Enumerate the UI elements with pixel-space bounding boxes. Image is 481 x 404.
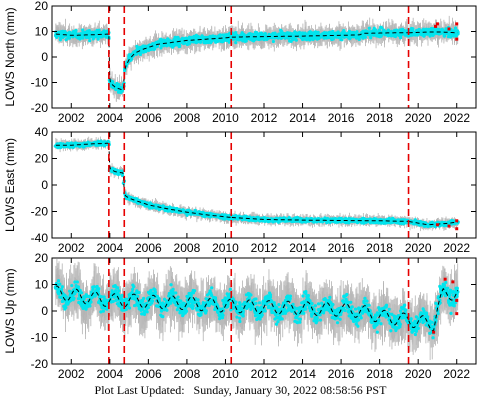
- x-tick-label: 2014: [289, 111, 316, 125]
- east-data-marks: [53, 136, 460, 232]
- x-tick-label: 2020: [405, 241, 432, 255]
- x-tick-label: 2002: [58, 241, 85, 255]
- x-tick-label: 2004: [96, 111, 123, 125]
- up-event-lines: [108, 258, 410, 364]
- east-y-axis-label: LOWS East (mm): [3, 138, 17, 232]
- recent-point: [455, 37, 459, 41]
- x-tick-label: 2010: [212, 367, 239, 381]
- y-tick-label: -10: [31, 331, 49, 345]
- north-axis-ticks: 2002 2004 2006 2008 2010 2012 2014 2016 2018 2020…: [31, 0, 476, 125]
- recent-point: [455, 312, 459, 316]
- x-tick-label: 2022: [443, 111, 470, 125]
- x-tick-label: 2018: [366, 241, 393, 255]
- panel-up: 2002 2004 2006 2008 2010 2012 2014 2016 2018 2020…: [3, 251, 477, 381]
- x-tick-label: 2006: [135, 367, 162, 381]
- x-tick-label: 2010: [212, 241, 239, 255]
- x-tick-label: 2002: [58, 367, 85, 381]
- x-tick-label: 2020: [405, 367, 432, 381]
- x-tick-label: 2014: [289, 367, 316, 381]
- recent-point: [455, 227, 459, 231]
- recent-point: [435, 223, 439, 227]
- recent-point: [447, 27, 451, 31]
- updated-timestamp: Sunday, January 30, 2022 08:58:56 PST: [193, 383, 387, 397]
- y-tick-label: 0: [41, 178, 48, 192]
- recent-point: [443, 277, 447, 281]
- up-axis-ticks: 2002 2004 2006 2008 2010 2012 2014 2016 2018 2020…: [31, 251, 476, 381]
- panel-north: 2002 2004 2006 2008 2010 2012 2014 2016 2018 2020…: [3, 0, 477, 125]
- up-y-axis-label: LOWS Up (mm): [3, 268, 17, 353]
- y-tick-label: 0: [41, 304, 48, 318]
- y-tick-label: 40: [35, 125, 49, 139]
- y-tick-label: -10: [31, 76, 49, 90]
- x-tick-label: 2004: [96, 367, 123, 381]
- x-tick-label: 2012: [251, 241, 278, 255]
- x-tick-label: 2016: [328, 111, 355, 125]
- x-tick-label: 2006: [135, 241, 162, 255]
- observation-points: [53, 139, 460, 229]
- model-fit-line: [55, 142, 458, 226]
- up-data-marks: [53, 259, 460, 360]
- x-tick-label: 2022: [443, 241, 470, 255]
- model-fit-line: [55, 31, 458, 91]
- panel-east: 2002 2004 2006 2008 2010 2012 2014 2016 2018 2020…: [3, 125, 477, 255]
- x-tick-label: 2004: [96, 241, 123, 255]
- y-tick-label: -20: [31, 101, 49, 115]
- x-tick-label: 2012: [251, 111, 278, 125]
- x-tick-label: 2002: [58, 111, 85, 125]
- recent-point: [455, 219, 459, 223]
- x-tick-label: 2008: [174, 367, 201, 381]
- y-tick-label: 10: [35, 278, 49, 292]
- x-tick-label: 2012: [251, 367, 278, 381]
- north-data-marks: [53, 15, 460, 102]
- y-tick-label: 20: [35, 152, 49, 166]
- y-tick-label: -20: [31, 357, 49, 371]
- x-tick-label: 2018: [366, 367, 393, 381]
- y-tick-label: 10: [35, 25, 49, 39]
- recent-point: [434, 24, 438, 28]
- recent-point: [447, 224, 451, 228]
- x-tick-label: 2006: [135, 111, 162, 125]
- recent-point: [432, 330, 436, 334]
- recent-point: [435, 22, 439, 26]
- recent-point: [451, 280, 455, 284]
- x-tick-label: 2008: [174, 111, 201, 125]
- x-tick-label: 2014: [289, 241, 316, 255]
- observation-points: [53, 25, 460, 95]
- model-fit-line: [55, 285, 459, 332]
- y-tick-label: -40: [31, 231, 49, 245]
- y-tick-label: 0: [41, 50, 48, 64]
- updated-label: Plot Last Updated:: [94, 383, 185, 397]
- plot-updated-footer: Plot Last Updated: Sunday, January 30, 2…: [0, 383, 481, 401]
- y-tick-label: 20: [35, 0, 49, 13]
- x-tick-label: 2016: [328, 241, 355, 255]
- x-tick-label: 2008: [174, 241, 201, 255]
- recent-point: [455, 298, 459, 302]
- y-tick-label: -20: [31, 205, 49, 219]
- east-event-lines: [108, 132, 410, 238]
- x-tick-label: 2020: [405, 111, 432, 125]
- x-tick-label: 2022: [443, 367, 470, 381]
- recent-point: [455, 22, 459, 26]
- east-axis-ticks: 2002 2004 2006 2008 2010 2012 2014 2016 2018 2020…: [31, 125, 476, 255]
- x-tick-label: 2016: [328, 367, 355, 381]
- y-tick-label: 20: [35, 251, 49, 265]
- north-event-lines: [108, 6, 410, 108]
- x-tick-label: 2018: [366, 111, 393, 125]
- x-tick-label: 2010: [212, 111, 239, 125]
- north-y-axis-label: LOWS North (mm): [3, 7, 17, 106]
